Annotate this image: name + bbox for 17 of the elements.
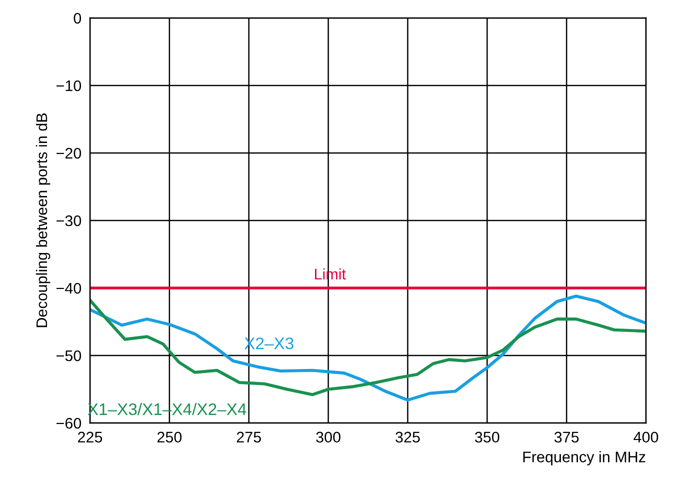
x-tick-label: 350 (474, 432, 500, 443)
y-tick-label: −60 (56, 418, 82, 429)
x-tick-label: 300 (316, 432, 340, 443)
y-tick-label: 0 (74, 12, 82, 24)
x-axis-title: Frequency in MHz (523, 451, 646, 466)
y-tick-label: −40 (56, 282, 82, 294)
y-tick-label: −20 (56, 148, 82, 159)
y-tick-label: −10 (56, 80, 82, 92)
x-tick-label: 225 (78, 432, 102, 443)
x-tick-label: 325 (396, 432, 420, 443)
y-tick-label: −30 (56, 215, 82, 226)
x-tick-label: 375 (554, 432, 579, 443)
y-tick-label: −50 (56, 350, 82, 362)
x-tick-label: 275 (236, 432, 261, 443)
y-axis-title: Decoupling between ports in dB (36, 113, 50, 328)
x-tick-label: 400 (634, 432, 658, 443)
x-tick-label: 250 (157, 432, 182, 443)
